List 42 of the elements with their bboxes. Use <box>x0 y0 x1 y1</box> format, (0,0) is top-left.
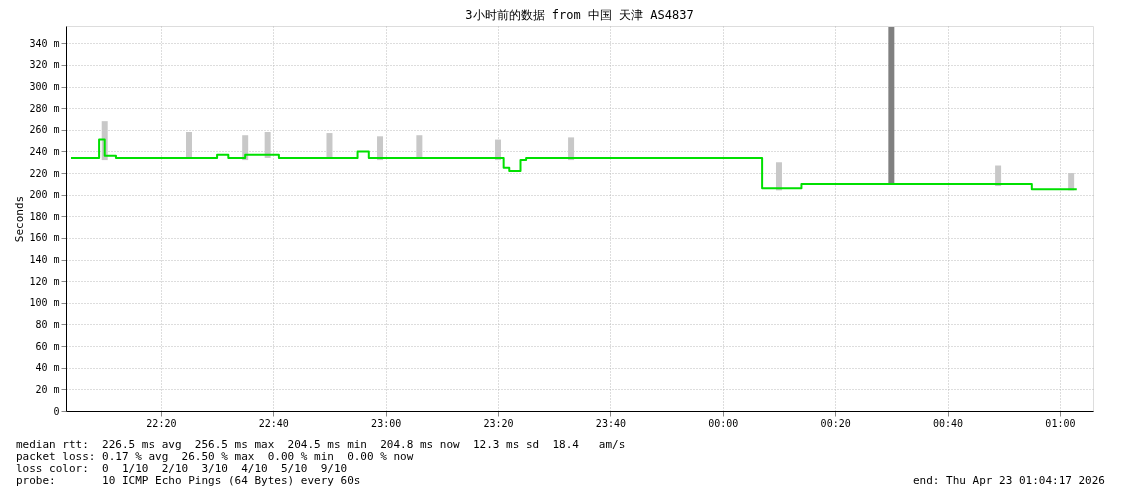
x-tick-label: 00:20 <box>820 417 851 429</box>
text: packet loss: 0.17 % avg 26.50 % max 0.00 % min 0.00 % now <box>16 450 414 463</box>
bar <box>568 137 575 161</box>
text: loss color: 0 1/10 2/10 3/10 4/10 5/10 9/10 <box>16 462 348 475</box>
y-tick-label: 20 m <box>35 383 60 395</box>
x-tick-label: 23:00 <box>371 417 402 429</box>
y-axis-title: Seconds <box>13 195 27 243</box>
y-tick-label: 140 m <box>29 254 60 266</box>
x-tick-label: 22:20 <box>146 417 177 429</box>
y-tick-label: 240 m <box>29 145 60 157</box>
x-tick-label: 22:40 <box>258 417 289 429</box>
y-tick-label: 320 m <box>29 59 60 71</box>
y-tick-label: 40 m <box>35 362 60 374</box>
y-tick-label: 260 m <box>29 124 60 136</box>
chart-title: 3小时前的数据 from 中国 天津 AS4837 <box>465 8 694 22</box>
x-tick-label: 00:00 <box>708 417 739 429</box>
y-tick-label: 300 m <box>29 81 60 93</box>
y-tick-label: 200 m <box>29 189 60 201</box>
y-tick-label: 100 m <box>29 297 60 309</box>
x-tick-label: 00:40 <box>932 417 964 429</box>
text: probe: 10 ICMP Echo Pings (64 Bytes) every 60s <box>16 474 361 487</box>
y-tick-label: 340 m <box>29 37 60 49</box>
y-tick-label: 160 m <box>29 232 60 244</box>
y-tick-label: 220 m <box>29 167 60 179</box>
bar <box>326 133 333 160</box>
bar <box>888 27 895 185</box>
x-tick-label: 23:20 <box>483 417 514 429</box>
x-tick-label: 23:40 <box>595 417 626 429</box>
text: end: Thu Apr 23 01:04:17 2026 <box>912 474 1105 487</box>
y-tick-label: 120 m <box>29 275 60 287</box>
bar <box>264 131 271 158</box>
bar <box>377 136 384 161</box>
y-tick-label: 180 m <box>29 210 60 222</box>
x-tick-label: 01:00 <box>1045 417 1076 429</box>
y-tick-label: 80 m <box>35 318 60 330</box>
bar <box>775 162 782 191</box>
bar <box>416 135 423 160</box>
bar <box>185 131 192 158</box>
y-tick-label: 0 <box>53 405 60 417</box>
y-tick-label: 280 m <box>29 102 60 114</box>
y-tick-label: 60 m <box>35 340 60 352</box>
text: median rtt: 226.5 ms avg 256.5 ms max 204.5 ms min 204.8 ms now 12.3 ms sd 18.4 am/s <box>16 438 626 451</box>
